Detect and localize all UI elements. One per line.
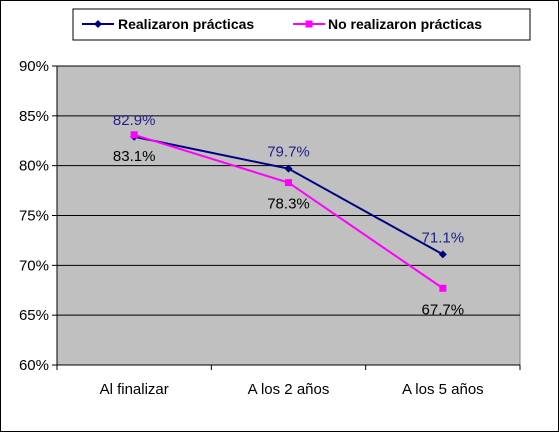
plot-area: 90% 85% 80% 75% 70% 65% 60% Al finalizar A los 2… [19,58,521,398]
data-label: 71.1% [422,229,465,246]
data-point-square [439,284,447,292]
y-tick-label: 80% [19,158,49,175]
y-tick-label: 75% [19,208,49,225]
data-point-diamond [438,250,447,259]
legend-entry-no-realizaron: No realizaron prácticas [293,16,482,32]
data-point-square [130,131,138,139]
data-label: 83.1% [113,148,156,165]
data-point-diamond [284,164,293,173]
legend-marker-diamond-icon [94,20,102,28]
x-tick-label: A los 5 años [402,381,484,398]
x-tick-label: Al finalizar [100,381,169,398]
legend-label-no-realizaron: No realizaron prácticas [328,16,482,32]
legend-entry-realizaron: Realizaron prácticas [82,16,254,32]
data-label: 67.7% [422,301,465,318]
x-tick-label: A los 2 años [248,381,330,398]
legend-label-realizaron: Realizaron prácticas [118,16,254,32]
data-point-square [285,179,292,187]
legend-marker-square-icon [305,20,313,28]
y-tick-label: 85% [19,108,49,125]
legend: Realizaron prácticas No realizaron práct… [72,8,531,41]
y-tick-label: 70% [19,257,49,274]
data-label: 82.9% [113,112,156,129]
data-label: 79.7% [267,144,310,161]
y-tick-label: 65% [19,307,49,324]
y-tick-label: 60% [19,357,49,374]
data-label: 78.3% [267,196,310,213]
y-tick-label: 90% [19,58,49,75]
